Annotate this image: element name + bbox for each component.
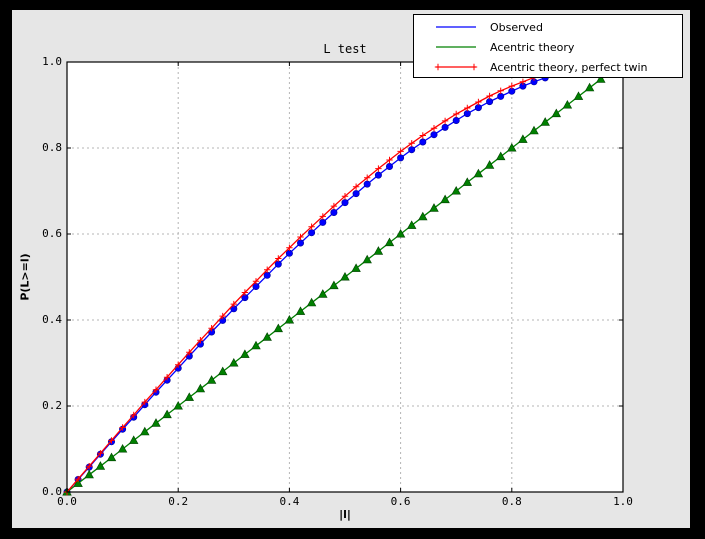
x-tick-label: 0.0 [57,495,77,508]
x-tick-label: 0.2 [168,495,189,508]
y-tick-label: 0.6 [42,227,62,240]
x-tick-label: 1.0 [613,495,633,508]
legend-item: Acentric theory [414,37,682,57]
y-tick-label: 0.8 [42,141,62,154]
legend-item: Acentric theory, perfect twin [414,57,682,77]
legend-line-sample [434,63,478,71]
x-tick-label: 0.4 [279,495,300,508]
chart-title: L test [323,42,367,56]
x-axis-label: |l| [339,508,351,521]
y-axis-label: P(L>=l) [18,253,32,301]
y-tick-label: 0.4 [42,313,62,326]
legend-line-sample [436,26,476,28]
legend-line-sample [436,46,476,48]
x-tick-label: 0.6 [390,495,411,508]
legend: Observed Acentric theory Acentric theory, … [413,14,683,78]
legend-label: Acentric theory [490,40,575,54]
legend-item: Observed [414,17,682,37]
y-tick-label: 1.0 [42,55,62,68]
legend-label: Observed [490,20,543,34]
x-tick-label: 0.8 [501,495,522,508]
y-tick-label: 0.2 [42,399,62,412]
legend-label: Acentric theory, perfect twin [490,60,648,74]
y-tick-label: 0.0 [42,485,62,498]
